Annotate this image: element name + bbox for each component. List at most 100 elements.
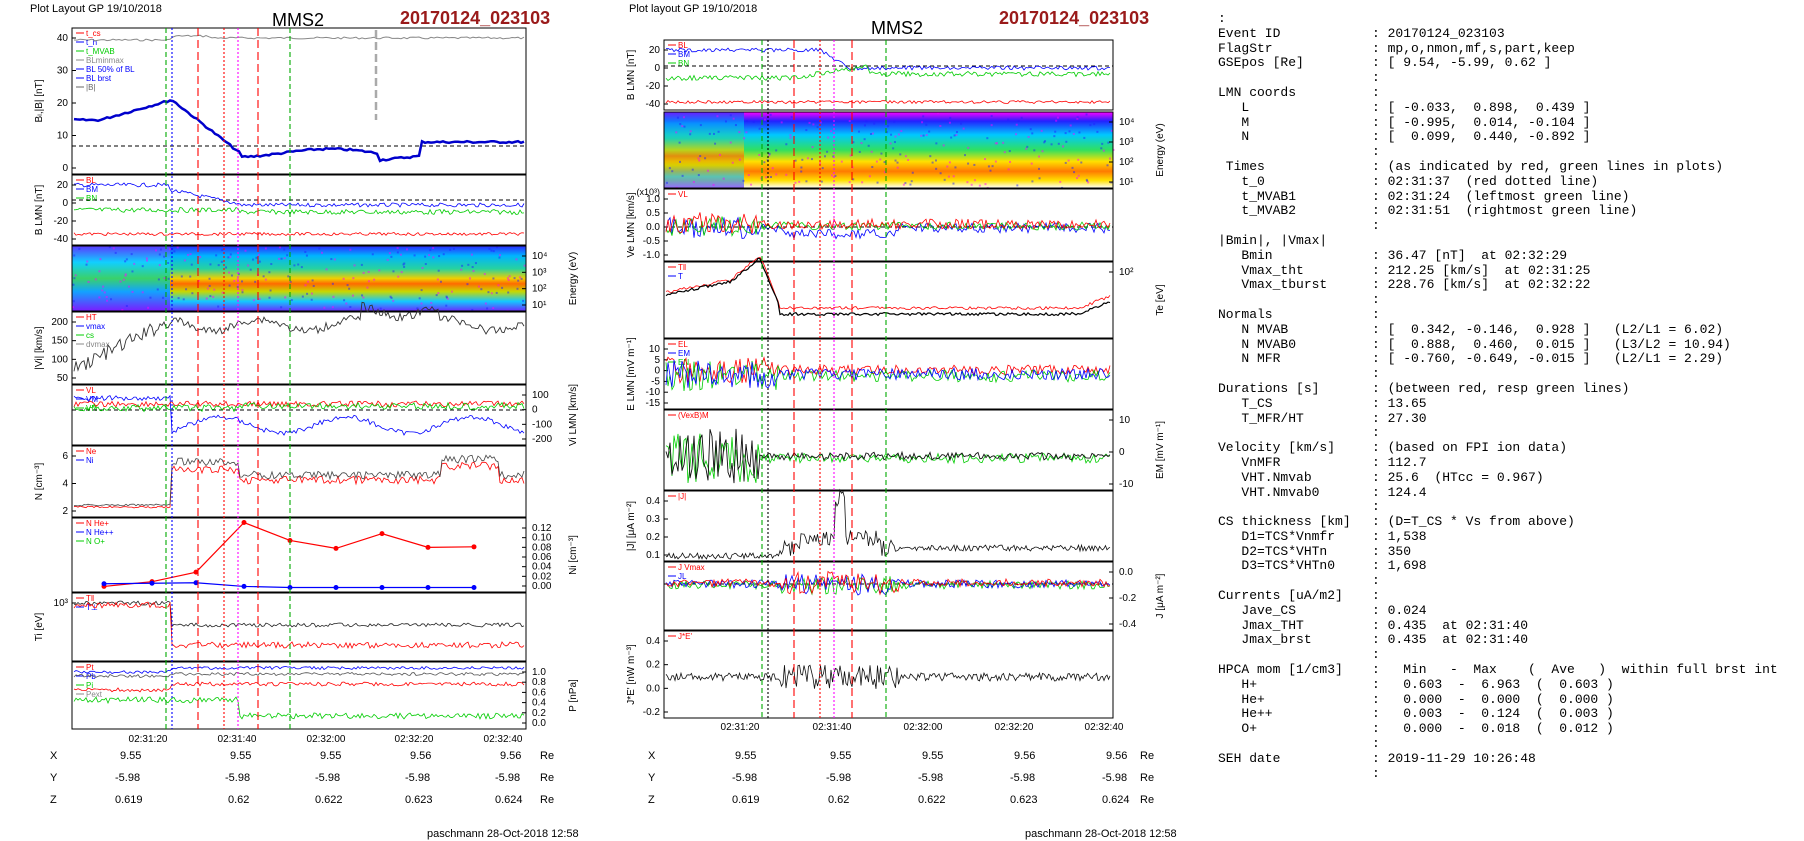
left-spectrogram-speckle	[236, 285, 239, 288]
mid-spectrogram-speckle	[800, 170, 803, 173]
left-spectrogram-speckle	[283, 248, 286, 251]
left-spectrogram-speckle	[420, 302, 423, 305]
left-spectrogram-speckle	[169, 248, 172, 251]
info-key: N MVAB	[1218, 321, 1289, 337]
left-spectrogram-speckle	[280, 257, 283, 260]
mid-spectrogram-speckle	[1031, 180, 1034, 183]
info-row: t_MVAB2: 02:31:51 (rightmost green line)	[1218, 203, 1778, 219]
left-spectrogram-speckle	[307, 280, 310, 283]
event-info-panel: : Event ID: 20170124_023103 FlagStr: mp,o,…	[1218, 11, 1778, 781]
left-spectrogram-speckle	[125, 304, 128, 307]
mid-spectrogram-speckle	[978, 184, 981, 187]
left-spectrogram-speckle	[472, 270, 475, 273]
left-eph-z-2: 0.622	[315, 794, 343, 806]
left-spectrogram-speckle	[333, 258, 336, 261]
left-spectrogram-speckle	[508, 275, 511, 278]
left-ytick: 0.12	[532, 523, 552, 534]
o-plus-point	[425, 584, 431, 590]
left-spectrogram-speckle	[306, 292, 309, 295]
left-legend-label: T‖	[86, 594, 94, 603]
info-value: :	[1372, 573, 1380, 589]
mid-spectrogram-speckle	[808, 121, 811, 124]
mid-spectrogram-speckle	[765, 176, 768, 179]
left-spectrogram-speckle	[286, 254, 289, 257]
mid-spectrogram-speckle	[996, 142, 999, 145]
mid-xtick-label: 02:32:20	[995, 722, 1034, 733]
left-spectrogram-speckle	[428, 254, 431, 257]
left-spectrogram-speckle	[180, 275, 183, 278]
left-spectrogram-speckle	[501, 286, 504, 289]
left-eph-y-1: -5.98	[225, 772, 251, 784]
info-key: Currents [uA/m2]	[1218, 588, 1343, 604]
mid-eph-x-1: 9.55	[830, 750, 852, 762]
left-spectrogram-speckle	[519, 276, 522, 279]
o-plus-point	[287, 584, 293, 590]
mid-spectrogram-speckle	[954, 166, 957, 169]
mid-spectrogram-speckle	[706, 169, 709, 172]
mid-spectrogram-speckle	[719, 153, 722, 156]
info-row: D3=TCS*VHTn0: 1,698	[1218, 559, 1778, 574]
left-ytick: 0.2	[532, 708, 546, 719]
mid-spectrogram-speckle	[1072, 132, 1075, 135]
mid-panel-frame	[663, 630, 1114, 719]
left-spectrogram-speckle	[108, 246, 111, 249]
info-value: :	[1372, 70, 1380, 86]
info-value: : 0.603 - 6.963 ( 0.603 )	[1372, 676, 1614, 692]
mid-spectrogram-speckle	[1040, 129, 1043, 132]
left-eph-z-0: 0.619	[115, 794, 143, 806]
left-spectrogram-speckle	[124, 273, 127, 276]
left-spectrogram-speckle	[102, 285, 105, 288]
mid-spacecraft-label: MMS2	[871, 18, 924, 38]
left-spectrogram-speckle	[258, 297, 261, 300]
left-spectrogram-speckle	[224, 266, 227, 269]
o-plus-point	[471, 584, 477, 590]
info-value: : 02:31:37 (red dotted line)	[1372, 173, 1599, 189]
mid-spectrogram-speckle	[991, 165, 994, 168]
left-spectrogram-speckle	[320, 251, 323, 254]
left-eph-z-unit: Re	[540, 794, 555, 806]
mid-spectrogram-speckle	[870, 150, 873, 153]
left-spectrogram-speckle	[523, 264, 526, 267]
mid-ytick: 5	[654, 355, 660, 366]
left-spectrogram-speckle	[403, 265, 406, 268]
mid-spectrogram-speckle	[714, 142, 717, 145]
o-plus-point	[333, 584, 339, 590]
left-ytick: 10¹	[532, 300, 547, 311]
mid-spectrogram-speckle	[942, 144, 945, 147]
left-spectrogram-speckle	[507, 291, 510, 294]
mid-ylabel: Te [eV]	[1155, 284, 1166, 315]
left-xtick-label: 02:32:40	[484, 734, 523, 745]
mid-spectrogram-speckle	[1077, 174, 1080, 177]
info-row: He+: 0.000 - 0.000 ( 0.000 )	[1218, 692, 1778, 708]
info-row: :	[1218, 70, 1778, 86]
left-spectrogram-speckle	[379, 307, 382, 310]
mid-spectrogram-speckle	[768, 154, 771, 157]
left-series-line	[73, 206, 525, 216]
left-spectrogram-speckle	[360, 263, 363, 266]
mid-spectrogram-speckle	[1007, 168, 1010, 171]
mid-spectrogram-speckle	[830, 130, 833, 133]
mid-ylabel: Ve LMN [km/s]	[626, 192, 637, 257]
mid-eph-z-label: Z	[648, 794, 655, 806]
left-spectrogram-speckle	[149, 296, 152, 299]
left-spectrogram-speckle	[262, 275, 265, 278]
info-key: Vmax_tburst	[1218, 277, 1328, 293]
mid-spectrogram-speckle	[990, 124, 993, 127]
info-value: :	[1372, 647, 1380, 663]
info-row: :	[1218, 573, 1778, 589]
left-spectrogram-speckle	[353, 264, 356, 267]
left-ytick: 6	[62, 451, 68, 462]
left-spectrogram-speckle	[446, 297, 449, 300]
left-ytick: 10³	[54, 598, 69, 609]
info-row: Times: (as indicated by red, green lines…	[1218, 159, 1778, 175]
left-spectrogram-speckle	[498, 256, 501, 259]
mid-spectrogram-speckle	[689, 130, 692, 133]
left-spectrogram-speckle	[189, 275, 192, 278]
left-panel-frame	[71, 27, 527, 175]
left-spectrogram-speckle	[287, 275, 290, 278]
mid-series-line	[665, 570, 1111, 596]
mid-spectrogram-speckle	[904, 155, 907, 158]
left-ytick: 0.8	[532, 677, 546, 688]
left-spectrogram-speckle	[343, 299, 346, 302]
left-panel-8: 10³ Ti [eV] T‖T⊥	[34, 592, 527, 662]
